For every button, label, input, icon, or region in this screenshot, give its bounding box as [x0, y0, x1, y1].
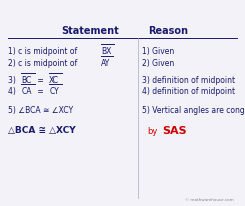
Text: AY: AY — [101, 59, 110, 68]
Text: Reason: Reason — [148, 26, 188, 36]
Text: 2) Given: 2) Given — [142, 59, 174, 68]
Text: by: by — [147, 126, 157, 136]
Text: XC: XC — [49, 76, 59, 84]
Text: 5) ∠BCA ≅ ∠XCY: 5) ∠BCA ≅ ∠XCY — [8, 105, 73, 115]
Text: 4) definition of midpoint: 4) definition of midpoint — [142, 87, 235, 96]
Text: © mathwarehouse.com: © mathwarehouse.com — [185, 198, 234, 202]
Text: 3): 3) — [8, 76, 18, 84]
Text: =: = — [35, 76, 46, 84]
Text: △BCA ≅ △XCY: △BCA ≅ △XCY — [8, 126, 76, 136]
Text: 1) Given: 1) Given — [142, 47, 174, 55]
Text: CA: CA — [21, 87, 32, 96]
Text: SAS: SAS — [162, 126, 187, 136]
Text: 1) c is midpoint of: 1) c is midpoint of — [8, 47, 80, 55]
Text: 2) c is midpoint of: 2) c is midpoint of — [8, 59, 80, 68]
Text: BX: BX — [101, 47, 111, 55]
Text: BC: BC — [21, 76, 32, 84]
Text: 5) Vertical angles are congruent: 5) Vertical angles are congruent — [142, 105, 245, 115]
Text: CY: CY — [49, 87, 59, 96]
Text: 3) definition of midpoint: 3) definition of midpoint — [142, 76, 235, 84]
Text: Statement: Statement — [61, 26, 119, 36]
Text: 4): 4) — [8, 87, 18, 96]
Text: =: = — [35, 87, 46, 96]
